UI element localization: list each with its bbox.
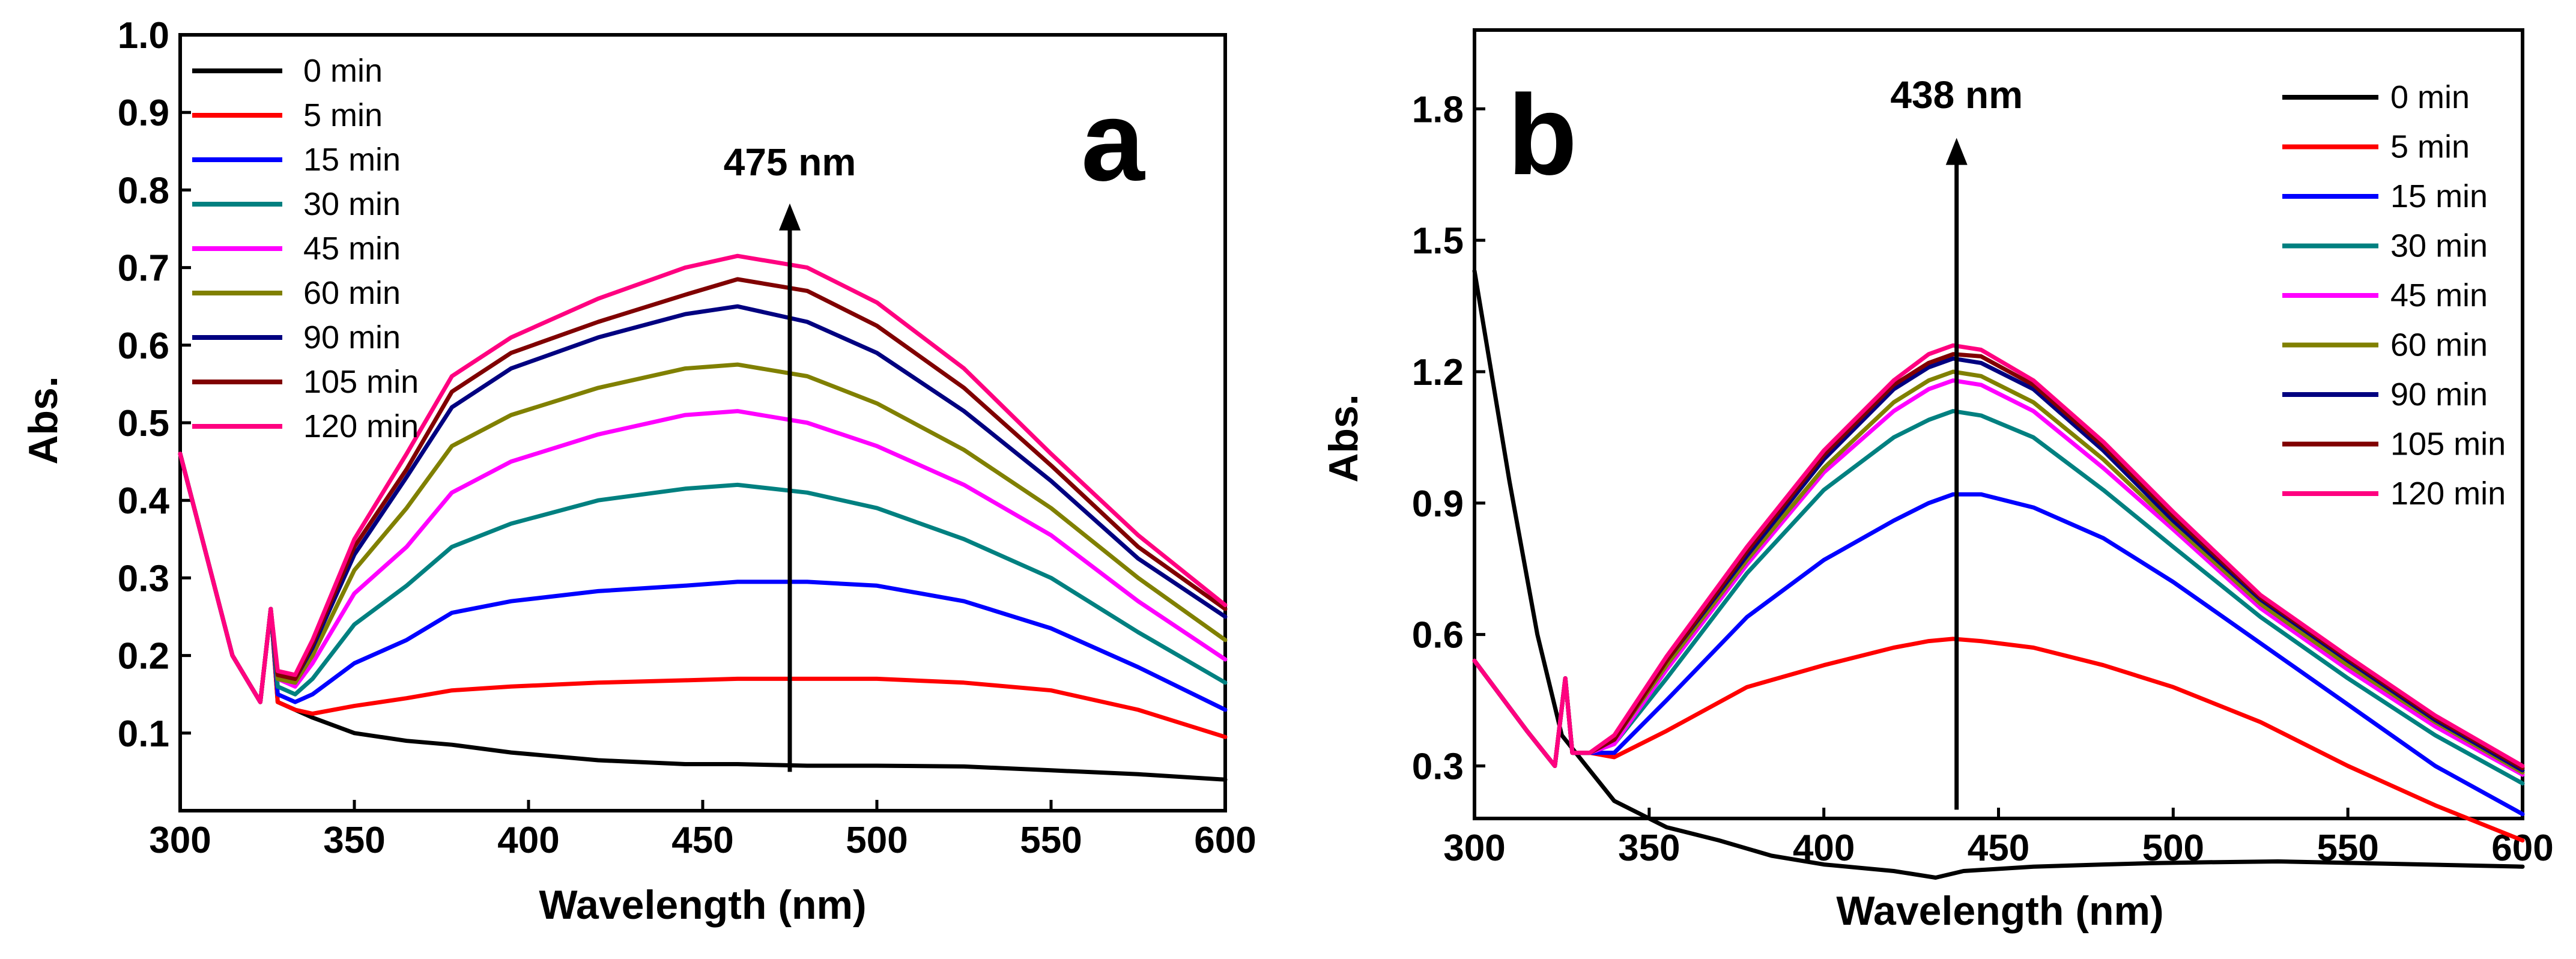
panel-b-xtick-label: 600 xyxy=(2491,827,2553,869)
panel-a-legend: 0 min 5 min 15 min 30 min 45 min 60 min 90 min… xyxy=(192,53,419,444)
legend-label-30-min: 30 min xyxy=(2390,228,2488,264)
panel-a-annotation: 475 nm xyxy=(724,141,856,772)
panel-a-xtick-label: 600 xyxy=(1194,820,1256,861)
panel-b-ytick-label: 1.5 xyxy=(1412,220,1464,262)
panel-a-letter: a xyxy=(1081,77,1145,205)
series-line-45-min xyxy=(178,409,1228,704)
series-line-120-min xyxy=(1472,343,2525,768)
panel-b-ytick-label: 0.3 xyxy=(1412,746,1464,787)
legend-label-90-min: 90 min xyxy=(2390,377,2488,413)
panel-b-ytick-label: 1.8 xyxy=(1412,89,1464,130)
panel-a-xtick-label: 550 xyxy=(1020,820,1082,861)
panel-a-xlabel: Wavelength (nm) xyxy=(539,882,866,928)
panel-b-legend: 0 min 5 min 15 min 30 min 45 min 60 min 90 min… xyxy=(2282,79,2506,512)
panel-b-ytick-label: 0.9 xyxy=(1412,483,1464,525)
panel-a-ytick-label: 0.1 xyxy=(118,713,169,755)
legend-label-0-min: 0 min xyxy=(2390,79,2470,115)
legend-label-15-min: 15 min xyxy=(303,142,401,178)
series-line-30-min xyxy=(1472,409,2525,786)
legend-label-45-min: 45 min xyxy=(2390,277,2488,313)
panel-b-xtick-label: 450 xyxy=(1968,827,2029,869)
panel-b-ytick-label: 1.2 xyxy=(1412,352,1464,393)
panel-b-xtick-label: 350 xyxy=(1618,827,1680,869)
panel-a-xtick-label: 500 xyxy=(846,820,908,861)
panel-b-xtick-label: 300 xyxy=(1443,827,1505,869)
annotation-arrow-head xyxy=(779,203,801,231)
legend-label-30-min: 30 min xyxy=(303,186,401,222)
panel-b-ytick-label: 0.6 xyxy=(1412,615,1464,656)
legend-label-90-min: 90 min xyxy=(303,319,401,355)
panel-a-ytick-label: 0.9 xyxy=(118,92,169,134)
series-line-0-min xyxy=(178,452,1228,782)
legend-label-60-min: 60 min xyxy=(2390,327,2488,363)
annotation-label: 475 nm xyxy=(724,141,856,184)
legend-label-5-min: 5 min xyxy=(2390,129,2470,165)
series-line-15-min xyxy=(1472,492,2525,817)
panel-b-series xyxy=(1472,268,2525,880)
panel-a-ytick-label: 0.4 xyxy=(118,480,170,522)
panel-a-ytick-label: 0.7 xyxy=(118,248,169,289)
legend-label-60-min: 60 min xyxy=(303,275,401,311)
panel-a-ytick-label: 0.8 xyxy=(118,170,169,211)
panel-b-ylabel: Abs. xyxy=(1321,394,1366,482)
legend-label-120-min: 120 min xyxy=(303,408,419,444)
panel-a-ylabel: Abs. xyxy=(20,376,66,464)
legend-label-45-min: 45 min xyxy=(303,231,401,267)
panel-a-xtick-label: 400 xyxy=(497,820,559,861)
panel-a-xtick-label: 450 xyxy=(671,820,733,861)
panel-a-ytick-label: 0.3 xyxy=(118,558,169,599)
legend-label-120-min: 120 min xyxy=(2390,476,2506,512)
panel-a-xtick-label: 350 xyxy=(323,820,385,861)
panel-b-annotation: 438 nm xyxy=(1890,73,2023,810)
panel-b-chart: 300 350 400 450 500 550 6000.30.60.91.21.51.8 … xyxy=(1321,28,2554,934)
legend-label-15-min: 15 min xyxy=(2390,178,2488,214)
panel-a-series xyxy=(178,253,1228,782)
panel-a-ytick-label: 0.2 xyxy=(118,636,169,677)
panel-a-ytick-label: 0.5 xyxy=(118,403,169,444)
legend-label-0-min: 0 min xyxy=(303,53,383,89)
legend-label-105-min: 105 min xyxy=(2390,426,2506,462)
series-line-0-min xyxy=(1472,268,2525,880)
panel-a-xtick-label: 300 xyxy=(149,820,211,861)
panel-a-ytick-label: 0.6 xyxy=(118,325,169,367)
annotation-label: 438 nm xyxy=(1890,73,2023,116)
panel-a-ticks: 300 350 400 450 500 550 600 0.1 0.2 0.3 0.4 0.5 0.6 0… xyxy=(118,15,1256,861)
panel-b-letter: b xyxy=(1508,71,1577,199)
legend-label-5-min: 5 min xyxy=(303,97,383,133)
panel-b-xlabel: Wavelength (nm) xyxy=(1836,888,2163,934)
series-line-120-min xyxy=(178,253,1228,704)
annotation-arrow-head xyxy=(1945,138,1968,165)
panel-a-ytick-label: 1.0 xyxy=(118,15,169,56)
legend-label-105-min: 105 min xyxy=(303,364,419,400)
panel-a-chart: 300 350 400 450 500 550 600 0.1 0.2 0.3 0.4 0.5 0.6 0… xyxy=(20,15,1256,928)
